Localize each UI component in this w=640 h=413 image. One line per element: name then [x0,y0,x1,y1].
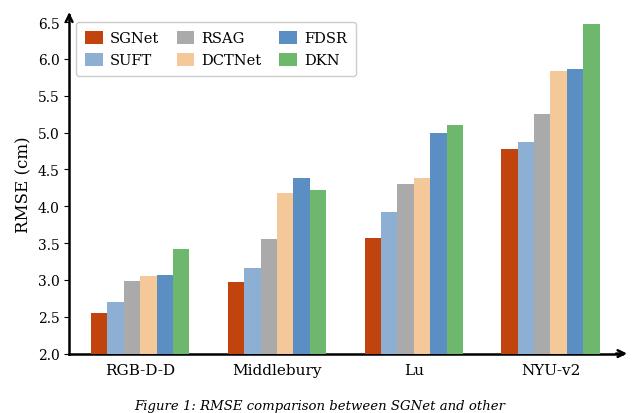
Bar [310,191,326,354]
Y-axis label: RMSE (cm): RMSE (cm) [15,137,32,233]
Bar [140,276,157,354]
Bar [550,71,567,354]
Bar [381,213,397,354]
Text: Figure 1: RMSE comparison between SGNet and other: Figure 1: RMSE comparison between SGNet … [134,399,506,412]
Bar [534,115,550,354]
Bar [293,179,310,354]
Bar [244,268,260,354]
Bar [501,150,518,354]
Bar [228,282,244,354]
Bar [108,302,124,354]
Bar [583,24,600,354]
Bar [157,275,173,354]
Bar [518,143,534,354]
Bar [124,282,140,354]
Bar [447,126,463,354]
Bar [277,194,293,354]
Bar [430,133,447,354]
Bar [260,240,277,354]
Bar [397,185,413,354]
Bar [365,238,381,354]
Legend: SGNet, SUFT, RSAG, DCTNet, FDSR, DKN: SGNet, SUFT, RSAG, DCTNet, FDSR, DKN [76,23,356,77]
Bar [91,313,108,354]
Bar [567,69,583,354]
Bar [413,179,430,354]
Bar [173,249,189,354]
